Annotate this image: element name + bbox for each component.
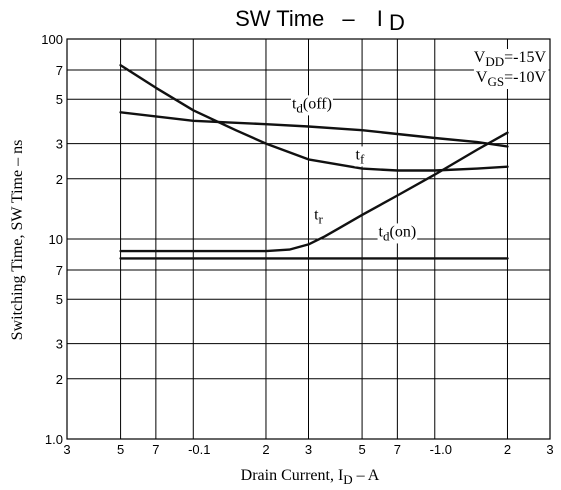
condition-main: V: [474, 49, 486, 66]
title-param-sub: D: [389, 10, 405, 35]
x-tick-label: 5: [117, 442, 124, 457]
condition-line: VGS=-10V: [476, 69, 547, 89]
x-tick-label: 3: [546, 442, 553, 457]
series-label-bg: [290, 95, 333, 116]
series-line-tf: [119, 64, 509, 172]
x-axis-label: Drain Current, ID – A: [241, 467, 380, 487]
x-tick-label: 3: [63, 442, 70, 457]
series-label-sub: d: [383, 228, 390, 243]
series-label-rest: (off): [303, 95, 332, 112]
series-label-bg: [377, 223, 418, 244]
x-tick-label: 2: [504, 442, 511, 457]
condition-bg: [471, 49, 549, 69]
series-label: td(off): [292, 95, 332, 115]
x-tick-labels: 3 5 7 -0.1 2 3 5 7 -1.0 2 3: [63, 442, 553, 457]
series-curves: [119, 64, 509, 260]
x-axis-label-unit: – A: [353, 467, 380, 484]
chart-title: SW Time – I D: [235, 6, 405, 35]
series-label: td(on): [379, 223, 417, 243]
title-dash: –: [342, 6, 355, 31]
series-label-rest: (on): [390, 223, 417, 240]
y-axis-label: Switching Time, SW Time – ns: [9, 140, 26, 341]
y-tick-label: 10: [49, 232, 63, 247]
y-tick-label: 2: [56, 172, 63, 187]
x-tick-label: -1.0: [430, 442, 452, 457]
x-axis-label-main: Drain Current, I: [241, 467, 344, 484]
series-line-td-off: [119, 111, 509, 148]
series-label-sub: r: [319, 212, 324, 227]
series-label-main: t: [292, 95, 297, 112]
y-tick-labels: 1.0 2 3 5 7 10 2 3 5 7 100: [41, 32, 63, 447]
series-label-sub: f: [360, 151, 365, 166]
x-tick-label: 5: [358, 442, 365, 457]
series-label-main: t: [314, 207, 319, 224]
series-line-tr: [119, 131, 509, 253]
condition-line: VDD=-15V: [474, 49, 547, 69]
y-tick-label: 2: [56, 372, 63, 387]
series-label-bg: [354, 146, 367, 167]
condition-main: V: [476, 69, 488, 86]
y-tick-label: 1.0: [45, 432, 63, 447]
y-tick-label: 7: [56, 263, 63, 278]
y-tick-label: 3: [56, 137, 63, 152]
series-label-main: t: [379, 223, 384, 240]
x-tick-label: 7: [394, 442, 401, 457]
x-tick-label: 7: [152, 442, 159, 457]
x-axis-label-sub: D: [343, 472, 352, 487]
condition-sub: GS: [487, 74, 504, 89]
condition-rest: =-10V: [504, 69, 546, 86]
series-label-sub: d: [296, 100, 303, 115]
title-main: SW Time: [235, 6, 324, 31]
x-tick-label: 3: [305, 442, 312, 457]
x-tick-label: 2: [262, 442, 269, 457]
x-tick-label: -0.1: [188, 442, 210, 457]
condition-sub: DD: [485, 54, 504, 69]
y-tick-label: 7: [56, 63, 63, 78]
series-label: tr: [314, 207, 323, 227]
y-tick-label: 100: [41, 32, 63, 47]
plot-frame: [66, 38, 551, 440]
y-tick-label: 3: [56, 337, 63, 352]
series-label-main: t: [356, 146, 361, 163]
series-label-bg: [313, 206, 325, 227]
condition-bg: [473, 69, 549, 89]
condition-rest: =-15V: [504, 49, 546, 66]
y-tick-label: 5: [56, 92, 63, 107]
series-label: tf: [356, 146, 365, 166]
y-tick-label: 5: [56, 292, 63, 307]
title-param: I: [377, 6, 383, 31]
